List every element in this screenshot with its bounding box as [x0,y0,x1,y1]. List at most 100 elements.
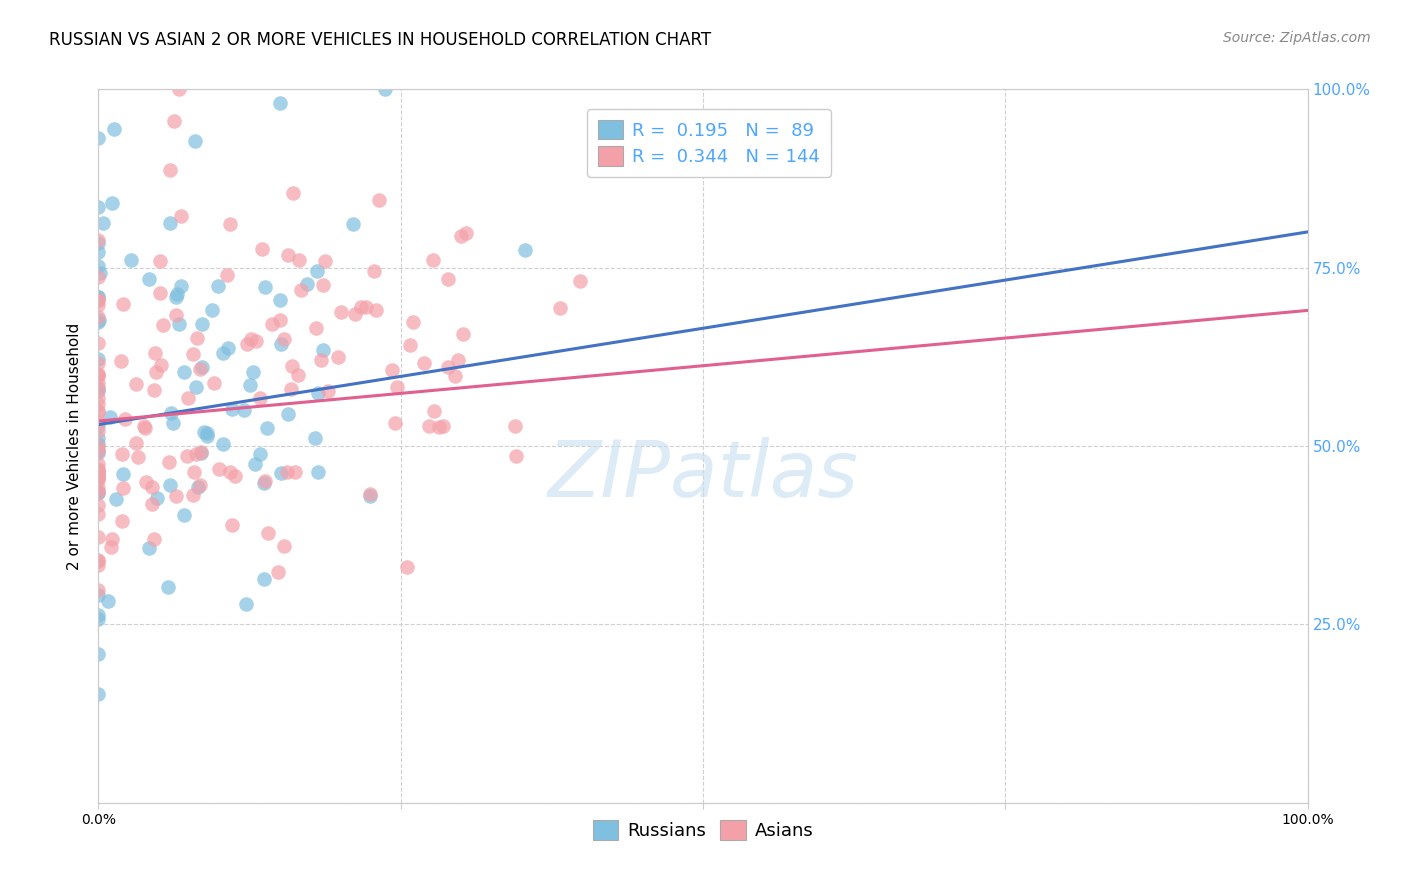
Point [87,404,110,418]
Point [273,539,295,553]
Point [281,359,304,373]
Point [87,457,110,471]
Point [87,310,110,324]
Point [105,492,128,507]
Point [188,362,211,376]
Point [159,163,181,178]
Point [87,439,110,453]
Point [87,484,110,499]
Point [100,410,122,425]
Point [235,337,257,351]
Point [307,465,329,479]
Point [87,553,110,567]
Point [184,134,207,148]
Point [87,446,110,460]
Text: RUSSIAN VS ASIAN 2 OR MORE VEHICLES IN HOUSEHOLD CORRELATION CHART: RUSSIAN VS ASIAN 2 OR MORE VEHICLES IN H… [49,31,711,49]
Point [330,305,353,319]
Point [112,481,135,495]
Point [221,517,243,532]
Point [384,416,406,430]
Point [87,259,110,273]
Point [157,580,180,594]
Point [413,356,436,370]
Point [314,253,336,268]
Point [422,253,444,268]
Point [134,421,156,435]
Point [87,352,110,367]
Point [187,479,209,493]
Point [432,419,454,434]
Point [145,365,167,379]
Point [138,541,160,555]
Point [87,382,110,396]
Point [87,468,110,483]
Point [87,486,110,500]
Point [260,317,283,331]
Point [87,418,110,433]
Point [100,540,122,554]
Point [87,293,110,308]
Point [87,356,110,370]
Point [87,444,110,458]
Point [143,346,166,360]
Point [193,425,215,439]
Point [202,376,225,391]
Point [87,367,110,381]
Point [87,290,110,304]
Point [170,209,193,223]
Point [399,337,422,351]
Point [142,532,165,546]
Point [304,431,326,445]
Point [418,419,440,434]
Point [208,462,231,476]
Point [249,391,271,405]
Point [141,497,163,511]
Point [218,217,240,231]
Point [87,481,110,495]
Point [451,326,474,341]
Point [287,253,309,268]
Point [307,386,329,401]
Point [287,368,309,382]
Point [138,272,160,286]
Point [114,411,136,425]
Point [184,380,207,394]
Point [87,530,110,544]
Point [111,514,134,528]
Point [212,346,235,360]
Point [395,560,418,574]
Point [173,365,195,379]
Point [159,216,181,230]
Point [101,196,124,211]
Point [363,264,385,278]
Point [87,245,110,260]
Point [87,416,110,430]
Point [159,477,181,491]
Point [110,354,132,368]
Point [201,302,224,317]
Point [374,82,396,96]
Point [87,336,110,351]
Point [145,491,167,505]
Point [454,226,477,240]
Text: Source: ZipAtlas.com: Source: ZipAtlas.com [1223,31,1371,45]
Point [167,318,190,332]
Point [149,253,172,268]
Text: ZIPatlas: ZIPatlas [547,436,859,513]
Point [191,317,214,331]
Point [190,446,212,460]
Point [243,457,266,471]
Point [170,279,193,293]
Point [359,489,381,503]
Point [87,236,110,251]
Point [249,447,271,461]
Point [166,286,188,301]
Point [87,463,110,477]
Point [87,473,110,487]
Point [267,565,290,579]
Point [87,607,110,622]
Point [270,337,292,351]
Point [245,334,267,348]
Point [135,475,157,490]
Point [188,477,211,491]
